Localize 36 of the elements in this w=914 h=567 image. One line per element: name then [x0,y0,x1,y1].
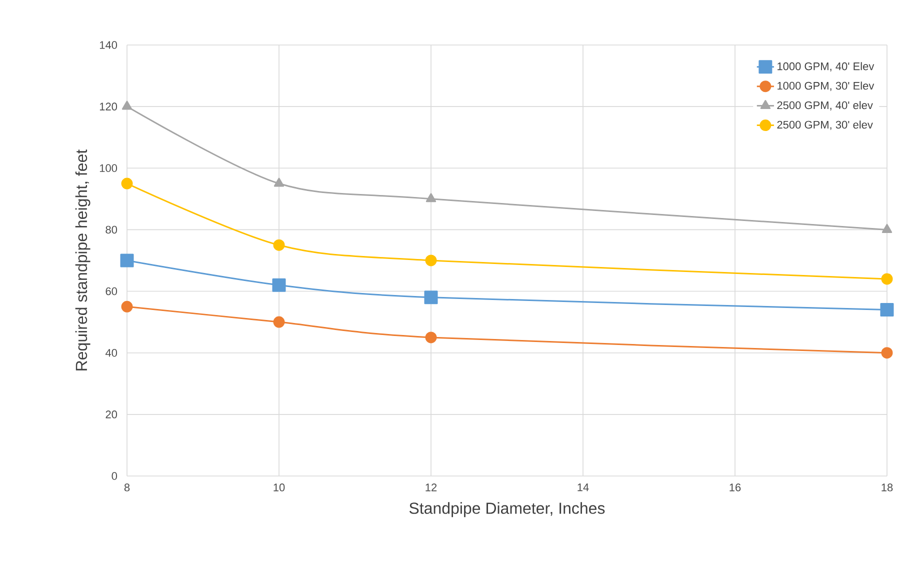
y-tick-label: 0 [112,472,118,480]
x-tick-label: 10 [274,484,285,492]
point [424,290,438,304]
y-tick-label: 60 [106,287,118,296]
point [880,302,894,316]
y-tick-label: 80 [106,226,118,234]
x-axis-title: Standpipe Diameter, Inches [409,502,605,518]
legend-label: 1000 GPM, 30' Elev [778,82,874,91]
point [881,273,893,285]
y-tick-label: 100 [100,164,118,172]
point [273,239,285,251]
x-tick-label: 18 [882,484,893,492]
x-tick-label: 8 [124,484,130,492]
legend-label: 2500 GPM, 40' elev [777,101,873,110]
point [121,300,133,312]
point [425,254,437,266]
x-tick-label: 12 [426,484,437,492]
point [273,316,285,328]
legend-label: 2500 GPM, 30' elev [777,120,873,130]
x-tick-label: 14 [578,484,589,492]
x-tick-label: 16 [730,484,741,492]
point [426,193,436,202]
point [882,224,892,233]
point [122,100,132,110]
y-tick-label: 40 [105,348,118,357]
legend-label: 1000 GPM, 40' Elev [778,62,874,72]
y-tick-label: 140 [100,41,118,49]
point [120,254,134,268]
point [274,178,284,187]
y-axis-title: Required standpipe height, feet [75,149,90,370]
y-tick-label: 120 [100,102,118,110]
y-tick-label: 20 [106,410,118,418]
point [881,347,893,359]
point [425,332,437,344]
point [121,178,133,190]
point [272,278,286,292]
